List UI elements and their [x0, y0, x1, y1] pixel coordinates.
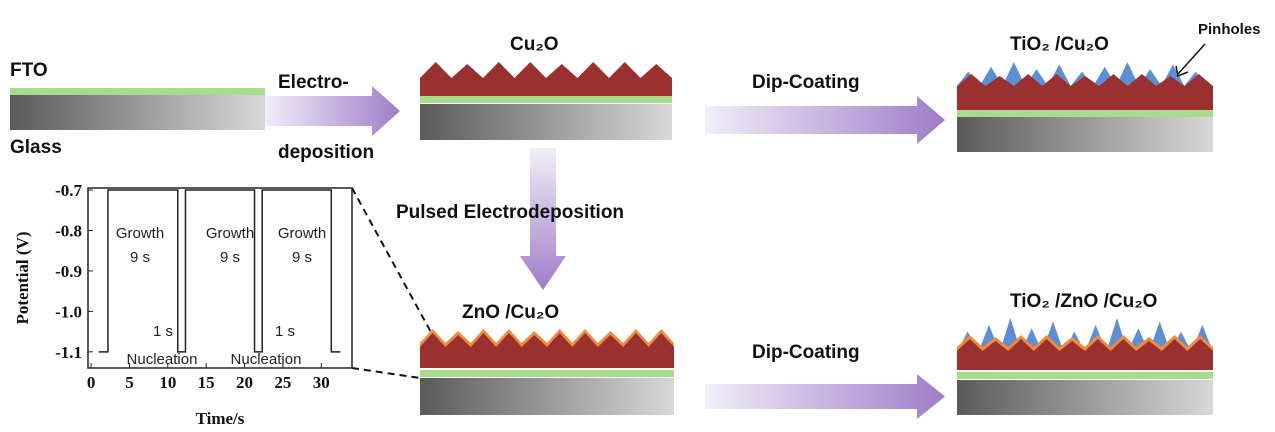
- layer-label: ZnO /Cu₂O: [462, 302, 559, 323]
- y-tick-label: -0.9: [55, 262, 82, 281]
- pinholes-label: Pinholes: [1198, 21, 1261, 38]
- layer-label: TiO₂ /Cu₂O: [1010, 34, 1109, 55]
- annotation: Nucleation: [127, 351, 198, 368]
- fto-label: FTO: [10, 60, 48, 81]
- process-arrow: [520, 148, 566, 290]
- y-axis-label: Potential (V): [13, 231, 32, 324]
- fto-layer: [420, 370, 674, 377]
- x-tick-label: 20: [236, 373, 253, 392]
- process-arrow: [705, 96, 945, 144]
- glass-layer: [957, 117, 1213, 152]
- waveform: [98, 189, 341, 353]
- y-tick-label: -1.0: [55, 302, 82, 321]
- tio2-particle: [1116, 62, 1139, 86]
- cu2o-layer: [957, 339, 1213, 370]
- zoom-line: [351, 367, 421, 379]
- annotation: 1 s: [153, 323, 173, 340]
- cu2o-layer: [420, 62, 672, 96]
- x-tick-label: 15: [198, 373, 215, 392]
- pointer-head: [1175, 65, 1189, 78]
- zoom-line: [351, 187, 433, 335]
- fto-layer: [420, 96, 672, 103]
- glass-layer: [420, 104, 672, 140]
- step-label: deposition: [278, 142, 374, 163]
- cu2o-layer: [957, 74, 1213, 110]
- x-axis-label: Time/s: [196, 409, 245, 428]
- x-tick-label: 25: [274, 373, 291, 392]
- layer-label: TiO₂ /ZnO /Cu₂O: [1010, 291, 1157, 312]
- annotation: 9 s: [292, 249, 312, 266]
- annotation: 9 s: [220, 249, 240, 266]
- x-tick-label: 30: [313, 373, 330, 392]
- process-arrow: [265, 86, 400, 136]
- x-tick-label: 10: [159, 373, 176, 392]
- annotation: 9 s: [130, 249, 150, 266]
- step-label: Electro-: [278, 72, 349, 93]
- y-tick-label: -1.1: [55, 343, 82, 362]
- annotation: Growth: [206, 225, 254, 242]
- annotation: Growth: [116, 225, 164, 242]
- step-label: Pulsed Electrodeposition: [396, 202, 624, 223]
- plot-frame: [87, 187, 353, 369]
- glass-label: Glass: [10, 137, 62, 158]
- fto-layer: [957, 110, 1213, 117]
- fto-layer: [10, 88, 265, 95]
- step-label: Dip-Coating: [752, 72, 860, 93]
- cu2o-layer: [420, 333, 674, 368]
- glass-layer: [957, 380, 1213, 415]
- glass-layer: [420, 378, 674, 415]
- step-label: Dip-Coating: [752, 342, 860, 363]
- tio2-particle: [1002, 62, 1026, 86]
- process-arrow: [705, 374, 945, 419]
- x-tick-label: 5: [125, 373, 134, 392]
- pointer: [1177, 43, 1206, 75]
- glass-layer: [10, 95, 265, 130]
- fto-layer: [957, 372, 1213, 379]
- layer-label: Cu₂O: [510, 34, 559, 55]
- annotation: Nucleation: [231, 351, 302, 368]
- annotation: Growth: [278, 225, 326, 242]
- x-tick-label: 0: [87, 373, 96, 392]
- layers: [10, 62, 1213, 419]
- y-tick-label: -0.7: [55, 181, 82, 200]
- annotation: 1 s: [275, 323, 295, 340]
- y-tick-label: -0.8: [55, 221, 82, 240]
